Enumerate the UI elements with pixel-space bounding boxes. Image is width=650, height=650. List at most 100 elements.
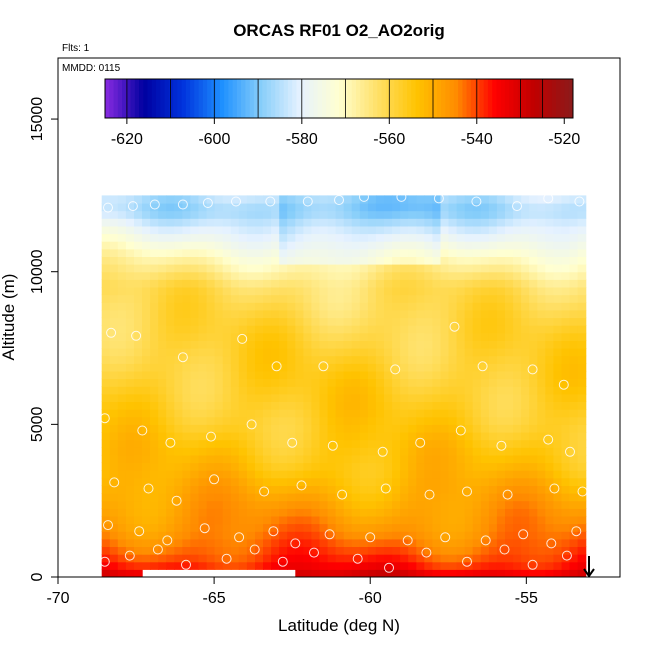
heatmap-cell [472, 302, 482, 311]
heatmap-cell [238, 340, 248, 349]
heatmap-cell [255, 248, 264, 257]
heatmap-cell [375, 195, 385, 204]
heatmap-cell [351, 264, 361, 273]
heatmap-cell [166, 218, 175, 227]
heatmap-cell [198, 485, 208, 494]
heatmap-cell [263, 264, 272, 273]
heatmap-cell [513, 218, 522, 227]
heatmap-cell [488, 325, 498, 334]
heatmap-cell [206, 218, 216, 227]
heatmap-cell [303, 393, 313, 402]
heatmap-cell [263, 317, 272, 326]
heatmap-cell [537, 454, 546, 464]
heatmap-cell [505, 248, 514, 257]
heatmap-cell [206, 538, 216, 547]
heatmap-cell [287, 447, 296, 456]
heatmap-cell [117, 241, 127, 250]
heatmap-cell [222, 462, 232, 471]
heatmap-cell [182, 241, 192, 250]
heatmap-cell [432, 454, 442, 464]
heatmap-cell [263, 203, 272, 212]
colorbar-segment [496, 79, 502, 118]
heatmap-cell [295, 393, 304, 402]
heatmap-cell [295, 477, 304, 486]
heatmap-cell [561, 241, 571, 250]
heatmap-cell [230, 523, 240, 532]
heatmap-cell [166, 248, 175, 257]
heatmap-cell [230, 439, 240, 448]
heatmap-cell [545, 279, 554, 288]
heatmap-cell [529, 538, 538, 547]
heatmap-cell [553, 531, 563, 540]
heatmap-cell [513, 225, 522, 235]
heatmap-cell [569, 538, 579, 547]
heatmap-cell [287, 432, 296, 441]
heatmap-cell [327, 256, 337, 265]
heatmap-cell [134, 561, 143, 570]
observation-point [574, 196, 585, 207]
heatmap-cell [246, 447, 256, 456]
heatmap-cell [416, 271, 425, 280]
heatmap-cell [222, 241, 232, 250]
heatmap-cell [327, 424, 337, 433]
heatmap-cell [255, 485, 264, 494]
heatmap-cell [222, 531, 232, 540]
heatmap-cell [537, 218, 546, 227]
heatmap-cell [561, 195, 571, 204]
heatmap-cell [287, 355, 296, 364]
heatmap-cell [375, 256, 385, 265]
heatmap-cell [335, 470, 345, 479]
heatmap-cell [375, 531, 385, 540]
heatmap-cell [335, 546, 345, 555]
heatmap-cell [327, 287, 337, 296]
heatmap-cell [545, 271, 554, 280]
heatmap-cell [553, 561, 563, 570]
heatmap-cell [456, 523, 466, 532]
heatmap-cell [408, 569, 417, 577]
heatmap-cell [400, 485, 409, 494]
heatmap-cell [246, 294, 256, 303]
heatmap-cell [359, 241, 369, 250]
heatmap-cell [384, 233, 393, 242]
heatmap-cell [117, 439, 127, 448]
heatmap-cell [505, 393, 514, 402]
heatmap-cell [327, 439, 337, 448]
heatmap-cell [375, 332, 385, 341]
heatmap-cell [400, 393, 409, 402]
heatmap-cell [311, 477, 321, 486]
heatmap-cell [432, 348, 442, 357]
heatmap-cell [521, 561, 530, 570]
heatmap-cell [400, 348, 409, 357]
heatmap-cell [432, 225, 442, 235]
heatmap-cell [384, 225, 393, 235]
heatmap-cell [190, 287, 200, 296]
heatmap-layer [101, 195, 587, 577]
heatmap-cell [384, 432, 393, 441]
heatmap-cell [529, 309, 538, 319]
heatmap-cell [109, 210, 119, 219]
heatmap-cell [311, 401, 321, 410]
heatmap-cell [255, 241, 264, 250]
heatmap-cell [400, 218, 409, 227]
heatmap-cell [238, 218, 248, 227]
heatmap-cell [496, 325, 506, 334]
heatmap-cell [117, 477, 127, 486]
heatmap-cell [488, 401, 498, 410]
heatmap-cell [117, 332, 127, 341]
heatmap-cell [263, 393, 272, 402]
heatmap-cell [190, 561, 200, 570]
heatmap-cell [561, 538, 571, 547]
heatmap-cell [577, 523, 587, 532]
heatmap-cell [529, 561, 538, 570]
heatmap-cell [125, 454, 135, 464]
heatmap-cell [222, 264, 232, 273]
heatmap-cell [505, 416, 514, 425]
heatmap-cell [214, 279, 224, 288]
heatmap-cell [271, 218, 280, 227]
heatmap-cell [424, 432, 433, 441]
heatmap-cell [158, 386, 167, 395]
heatmap-cell [158, 363, 167, 372]
heatmap-cell [271, 264, 280, 273]
colorbar-segment [445, 79, 451, 118]
heatmap-cell [327, 493, 337, 502]
